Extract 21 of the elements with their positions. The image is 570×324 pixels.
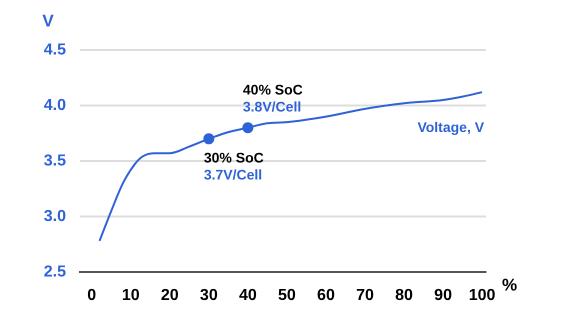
- x-tick-label: 90: [434, 287, 452, 304]
- y-tick-label: 4.5: [44, 41, 66, 58]
- y-tick-label: 2.5: [44, 263, 66, 280]
- x-tick-label: 40: [238, 287, 257, 304]
- x-tick-label: 60: [317, 287, 335, 304]
- x-tick-label: 80: [395, 287, 414, 304]
- y-tick-label: 3.5: [44, 152, 66, 170]
- x-axis-title: %: [502, 276, 518, 295]
- annotation: 30% SoC 3.7V/Cell: [204, 150, 264, 183]
- annotation: 40% SoC 3.8V/Cell: [242, 82, 303, 115]
- x-tick-label: 30: [200, 287, 218, 304]
- series-label: Voltage, V: [417, 119, 485, 136]
- y-tick-label: 3.0: [44, 208, 66, 225]
- x-tick-label: 0: [87, 287, 96, 304]
- y-axis-title: V: [42, 12, 54, 31]
- y-tick-label: 4.0: [44, 96, 66, 114]
- x-tick-label: 50: [278, 287, 296, 304]
- x-tick-label: 20: [160, 287, 179, 304]
- x-tick-label: 10: [122, 287, 140, 304]
- x-tick-label: 70: [356, 287, 374, 304]
- x-tick-label: 100: [468, 287, 496, 304]
